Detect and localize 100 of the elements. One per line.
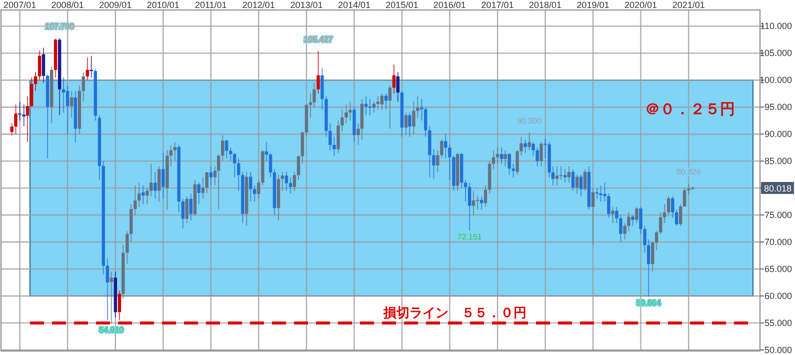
- x-tick-label: 2009/01: [99, 0, 132, 10]
- candlestick: [70, 90, 74, 118]
- candlestick: [66, 85, 70, 135]
- candlestick: [284, 171, 288, 192]
- candlestick: [137, 182, 141, 208]
- candlestick: [635, 206, 638, 224]
- y-tick-label: 75.000: [764, 210, 792, 220]
- x-tick-label: 2019/01: [576, 0, 610, 10]
- candlestick: [571, 168, 575, 192]
- annotation: 59.864: [636, 298, 662, 308]
- y-tick-label: 90.000: [764, 129, 792, 140]
- candlestick: [38, 50, 42, 81]
- candlestick: [249, 171, 252, 202]
- candlestick: [472, 190, 476, 216]
- x-tick-label: 2010/01: [146, 0, 180, 10]
- candlestick: [440, 138, 444, 159]
- candlestick: [376, 96, 380, 110]
- candlestick: [26, 96, 30, 143]
- candlestick: [392, 64, 396, 94]
- candlestick: [476, 196, 480, 210]
- annotation: 80.018: [764, 183, 792, 194]
- annotation: 72.151: [457, 232, 482, 242]
- x-tick-label: 2013/01: [290, 0, 323, 10]
- candlestick: [532, 142, 535, 156]
- candlestick: [158, 166, 161, 202]
- candlestick: [654, 230, 658, 251]
- candlestick: [659, 212, 662, 234]
- candlestick: [209, 166, 212, 186]
- candlestick: [631, 214, 634, 226]
- candlestick: [424, 106, 428, 138]
- candlestick: [639, 206, 642, 234]
- candlestick: [181, 198, 185, 230]
- candlestick: [575, 174, 579, 194]
- candlestick: [30, 76, 34, 108]
- candlestick: [82, 72, 85, 102]
- x-tick-label: 2017/01: [481, 0, 514, 10]
- candlestick: [468, 182, 472, 231]
- candlestick: [528, 132, 531, 151]
- candlestick: [18, 101, 22, 122]
- ref-line-label: 損切ライン ５５．０円: [382, 306, 526, 321]
- candlestick: [508, 152, 511, 176]
- candlestick: [296, 155, 300, 180]
- x-tick-label: 2014/01: [338, 0, 370, 10]
- candlestick: [106, 258, 110, 321]
- x-tick-label: 2011/01: [194, 0, 227, 10]
- candlestick: [599, 184, 602, 202]
- candlestick: [189, 192, 192, 221]
- candlestick: [408, 112, 412, 138]
- candlestick: [22, 104, 26, 127]
- y-tick-label: 95.000: [764, 102, 792, 112]
- annotation: 54.910: [99, 325, 124, 334]
- candlestick: [484, 184, 488, 208]
- annotation: 105.427: [304, 34, 334, 44]
- candlestick: [280, 171, 284, 192]
- candlestick: [524, 138, 527, 154]
- candlestick: [42, 47, 46, 84]
- candlestick: [300, 130, 304, 164]
- candlestick: [682, 188, 686, 208]
- x-tick-label: 2018/01: [529, 0, 562, 10]
- candlestick: [583, 168, 587, 192]
- candlestick: [559, 166, 563, 180]
- annotation: 107.790: [45, 22, 75, 32]
- candlestick: [86, 56, 90, 81]
- candlestick: [555, 166, 559, 186]
- candlestick: [237, 158, 240, 192]
- candlestick: [436, 150, 440, 172]
- candlestick: [185, 196, 188, 224]
- y-tick-label: 105.000: [759, 48, 792, 58]
- candlestick: [396, 72, 400, 102]
- candlestick: [563, 168, 567, 184]
- candlestick: [444, 134, 448, 159]
- candlestick: [540, 142, 543, 167]
- candlestick: [110, 271, 113, 324]
- candlestick: [34, 72, 38, 92]
- candlestick: [651, 242, 654, 272]
- y-tick-label: 50.000: [764, 344, 792, 355]
- candlestick: [232, 152, 236, 178]
- candlestick: [567, 166, 571, 184]
- candlestick: [579, 174, 583, 197]
- y-tick-label: 70.000: [764, 237, 792, 248]
- candlestick: [134, 184, 137, 216]
- candlestick: [492, 150, 496, 170]
- candlestick: [404, 112, 408, 136]
- candlestick: [496, 147, 500, 164]
- candlestick: [154, 171, 157, 200]
- x-tick-label: 2021/01: [672, 0, 705, 10]
- candlestick: [504, 150, 507, 167]
- y-tick-label: 110.000: [760, 21, 792, 32]
- candlestick: [679, 204, 682, 226]
- candlestick: [197, 182, 200, 205]
- candlestick: [536, 147, 539, 167]
- candlestick: [591, 188, 595, 246]
- candlestick: [118, 290, 122, 321]
- candlestick: [257, 179, 260, 200]
- y-tick-label: 100.000: [759, 75, 792, 86]
- candlestick: [150, 163, 153, 197]
- candlestick: [388, 85, 392, 130]
- candlestick: [316, 50, 320, 94]
- candlestick: [464, 179, 468, 202]
- x-tick-label: 2015/01: [386, 0, 418, 10]
